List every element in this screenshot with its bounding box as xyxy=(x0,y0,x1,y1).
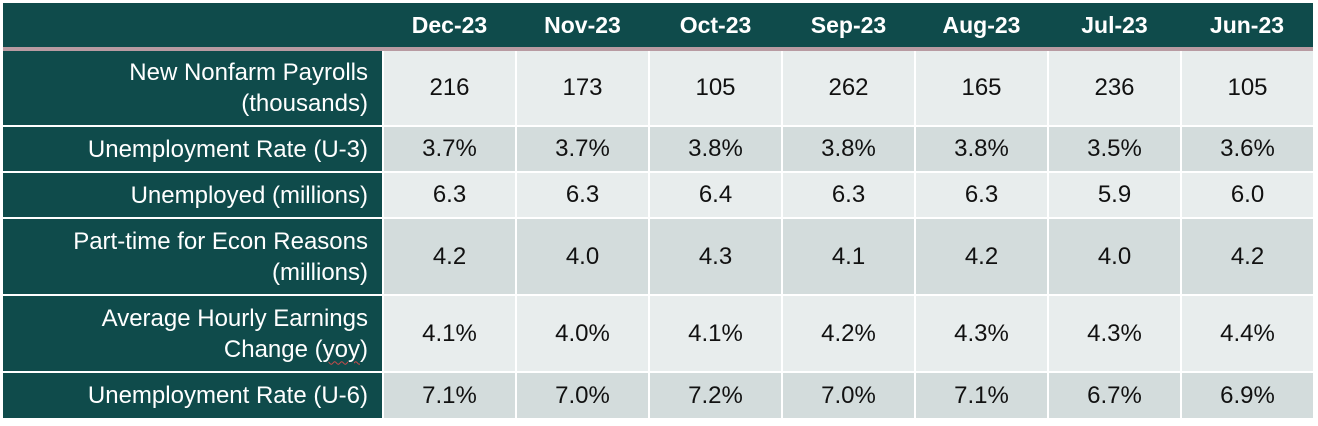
table-row: Unemployment Rate (U-3) 3.7% 3.7% 3.8% 3… xyxy=(3,125,1313,172)
column-header: Sep-23 xyxy=(782,3,915,51)
table-cell: 4.3% xyxy=(1047,294,1181,372)
table-cell: 216 xyxy=(382,49,516,126)
table-cell: 3.7% xyxy=(382,125,516,172)
table-cell: 4.2 xyxy=(914,217,1048,295)
row-label-line2: (millions) xyxy=(272,258,368,286)
table-cell: 4.2 xyxy=(382,217,516,295)
table-row: Unemployment Rate (U-6) 7.1% 7.0% 7.2% 7… xyxy=(3,371,1313,418)
row-label-line2-pre: Change ( xyxy=(223,335,323,363)
table-row: Average Hourly Earnings Change (yoy) 4.1%… xyxy=(3,294,1313,372)
row-label-line2: (thousands) xyxy=(241,90,368,117)
table-cell: 7.2% xyxy=(648,371,782,418)
column-header: Oct-23 xyxy=(649,3,782,51)
row-label-line1: Average Hourly Earnings xyxy=(101,304,368,332)
table-cell: 4.0 xyxy=(515,217,649,295)
table-cell: 4.2 xyxy=(1180,217,1313,295)
table-cell: 4.3% xyxy=(914,294,1048,372)
table-cell: 6.7% xyxy=(1047,371,1181,418)
table-cell: 105 xyxy=(648,49,782,126)
table-cell: 7.1% xyxy=(914,371,1048,418)
table-cell: 173 xyxy=(515,49,649,126)
table-cell: 4.1% xyxy=(382,294,516,372)
table-cell: 4.3 xyxy=(648,217,782,295)
table-cell: 4.2% xyxy=(781,294,915,372)
table-cell: 4.0 xyxy=(1047,217,1181,295)
table-cell: 165 xyxy=(914,49,1048,126)
table-cell: 4.1 xyxy=(781,217,915,295)
row-label: Unemployment Rate (U-3) xyxy=(3,125,383,172)
table-cell: 6.0 xyxy=(1180,171,1313,218)
header-row: Dec-23 Nov-23 Oct-23 Sep-23 Aug-23 Jul-2… xyxy=(3,3,1313,51)
table-cell: 6.3 xyxy=(914,171,1048,218)
column-header: Jun-23 xyxy=(1181,3,1313,51)
row-label-line1: Part-time for Econ Reasons xyxy=(73,227,368,255)
table-cell: 4.0% xyxy=(515,294,649,372)
row-label: Average Hourly Earnings Change (yoy) xyxy=(3,294,383,372)
column-header: Aug-23 xyxy=(915,3,1048,51)
table-cell: 262 xyxy=(781,49,915,126)
table-cell: 6.3 xyxy=(515,171,649,218)
table-cell: 3.8% xyxy=(914,125,1048,172)
table-cell: 3.6% xyxy=(1180,125,1313,172)
row-label: Unemployed (millions) xyxy=(3,171,383,218)
column-header: Dec-23 xyxy=(383,3,516,51)
row-label-yoy: yoy xyxy=(322,335,360,363)
table-row: Unemployed (millions) 6.3 6.3 6.4 6.3 6.… xyxy=(3,171,1313,218)
table-cell: 4.4% xyxy=(1180,294,1313,372)
table-cell: 105 xyxy=(1180,49,1313,126)
column-header: Jul-23 xyxy=(1048,3,1181,51)
table-row: Part-time for Econ Reasons (millions) 4.2… xyxy=(3,217,1313,295)
labor-market-table: Dec-23 Nov-23 Oct-23 Sep-23 Aug-23 Jul-2… xyxy=(3,3,1313,418)
table-cell: 6.3 xyxy=(382,171,516,218)
table-cell: 7.1% xyxy=(382,371,516,418)
table-cell: 3.5% xyxy=(1047,125,1181,172)
row-label-line2-post: ) xyxy=(360,335,368,363)
table-cell: 4.1% xyxy=(648,294,782,372)
table-row: New Nonfarm Payrolls (thousands) 216 173 … xyxy=(3,49,1313,126)
header-corner xyxy=(3,3,383,51)
table-cell: 7.0% xyxy=(781,371,915,418)
table-cell: 6.4 xyxy=(648,171,782,218)
row-label: Part-time for Econ Reasons (millions) xyxy=(3,217,383,295)
table-cell: 6.9% xyxy=(1180,371,1313,418)
table-cell: 236 xyxy=(1047,49,1181,126)
table-cell: 7.0% xyxy=(515,371,649,418)
column-header: Nov-23 xyxy=(516,3,649,51)
table-cell: 5.9 xyxy=(1047,171,1181,218)
table-cell: 3.8% xyxy=(781,125,915,172)
row-label: Unemployment Rate (U-6) xyxy=(3,371,383,418)
table-cell: 6.3 xyxy=(781,171,915,218)
table-cell: 3.8% xyxy=(648,125,782,172)
row-label-line1: New Nonfarm Payrolls xyxy=(129,59,368,86)
row-label: New Nonfarm Payrolls (thousands) xyxy=(3,49,383,126)
table-cell: 3.7% xyxy=(515,125,649,172)
